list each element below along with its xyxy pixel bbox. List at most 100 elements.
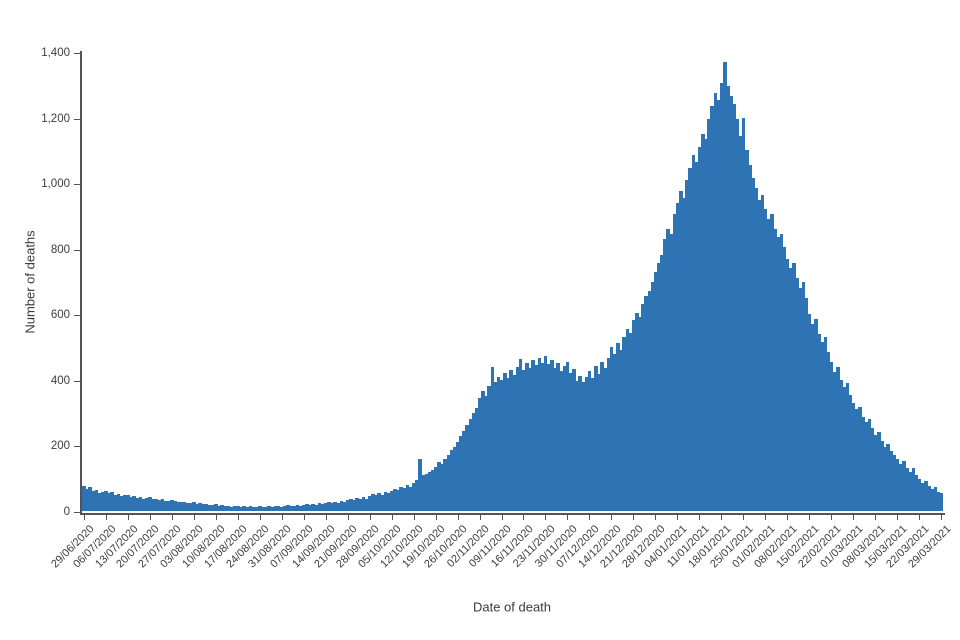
bar [587, 370, 592, 511]
bar [396, 490, 400, 511]
bar [562, 366, 567, 511]
bar [933, 486, 938, 511]
bar [173, 501, 177, 511]
bar [229, 506, 234, 511]
bar [719, 83, 724, 511]
bar [591, 378, 595, 511]
bar [902, 461, 906, 511]
y-tick-mark [74, 249, 80, 251]
bar [499, 379, 504, 511]
bar [122, 495, 127, 511]
bar [531, 360, 535, 511]
bar [449, 450, 454, 511]
bar [685, 179, 689, 511]
bar [245, 507, 249, 511]
bar [305, 504, 309, 511]
bar [578, 375, 583, 511]
bar [823, 337, 828, 511]
bar [213, 504, 218, 511]
bar [430, 470, 435, 511]
bar [660, 255, 664, 511]
bar [487, 386, 491, 511]
bar [320, 504, 325, 511]
bar [493, 381, 498, 511]
bar [160, 499, 165, 511]
bar [301, 505, 306, 511]
x-tick-mark [127, 515, 129, 520]
bar [792, 263, 796, 511]
bar [864, 422, 868, 511]
bar [462, 430, 466, 511]
bar [782, 247, 787, 511]
bar [556, 362, 561, 511]
bar [867, 419, 872, 511]
bar [707, 119, 711, 511]
bar [433, 466, 438, 511]
bar [870, 428, 875, 511]
bar [776, 237, 780, 511]
bar [389, 490, 394, 511]
bar [745, 150, 749, 511]
bar [729, 96, 733, 511]
bar [371, 493, 375, 511]
bar [748, 165, 752, 511]
bar [443, 459, 447, 511]
bar [515, 366, 520, 511]
bar [892, 455, 897, 511]
bar [930, 489, 934, 511]
bar [129, 496, 133, 511]
bar [459, 435, 463, 511]
bar [424, 474, 429, 511]
x-tick-mark [831, 515, 833, 520]
bar [829, 361, 834, 511]
bar [939, 492, 944, 511]
bar [279, 506, 284, 511]
bar [936, 491, 941, 511]
bar [597, 373, 601, 511]
bar [251, 507, 256, 511]
x-tick-mark [259, 515, 261, 520]
bar [679, 191, 683, 511]
bar [110, 491, 114, 511]
bar [641, 303, 645, 511]
x-tick-mark [523, 515, 525, 520]
bar [895, 459, 900, 511]
bar [525, 363, 529, 511]
bar [763, 209, 768, 511]
x-tick-mark [105, 515, 107, 520]
bar [198, 503, 202, 511]
bar [785, 258, 790, 511]
bar [210, 504, 215, 511]
bar [408, 486, 413, 511]
y-tick-mark [74, 53, 80, 54]
bar [537, 357, 542, 511]
x-tick-mark [853, 515, 855, 520]
bar [899, 463, 903, 511]
bar [314, 504, 319, 511]
bar [713, 92, 718, 511]
bar [613, 354, 617, 511]
bar [883, 447, 887, 511]
bar [807, 314, 812, 511]
bar [455, 442, 460, 511]
bar [367, 495, 372, 511]
bar [97, 492, 102, 511]
bar [575, 380, 579, 511]
bar [861, 416, 865, 511]
y-axis-line [80, 51, 82, 515]
bar [547, 364, 551, 511]
bar [911, 467, 916, 511]
bar [311, 504, 315, 511]
bar [468, 419, 473, 511]
bar [927, 486, 931, 511]
bar [694, 161, 699, 511]
bar [738, 135, 743, 511]
bar [512, 374, 517, 511]
y-tick-mark [74, 184, 80, 186]
bar [484, 396, 488, 511]
bar [657, 263, 661, 511]
bar [836, 366, 840, 511]
bar [675, 202, 680, 511]
x-tick-mark [83, 515, 85, 520]
bar [817, 333, 821, 511]
